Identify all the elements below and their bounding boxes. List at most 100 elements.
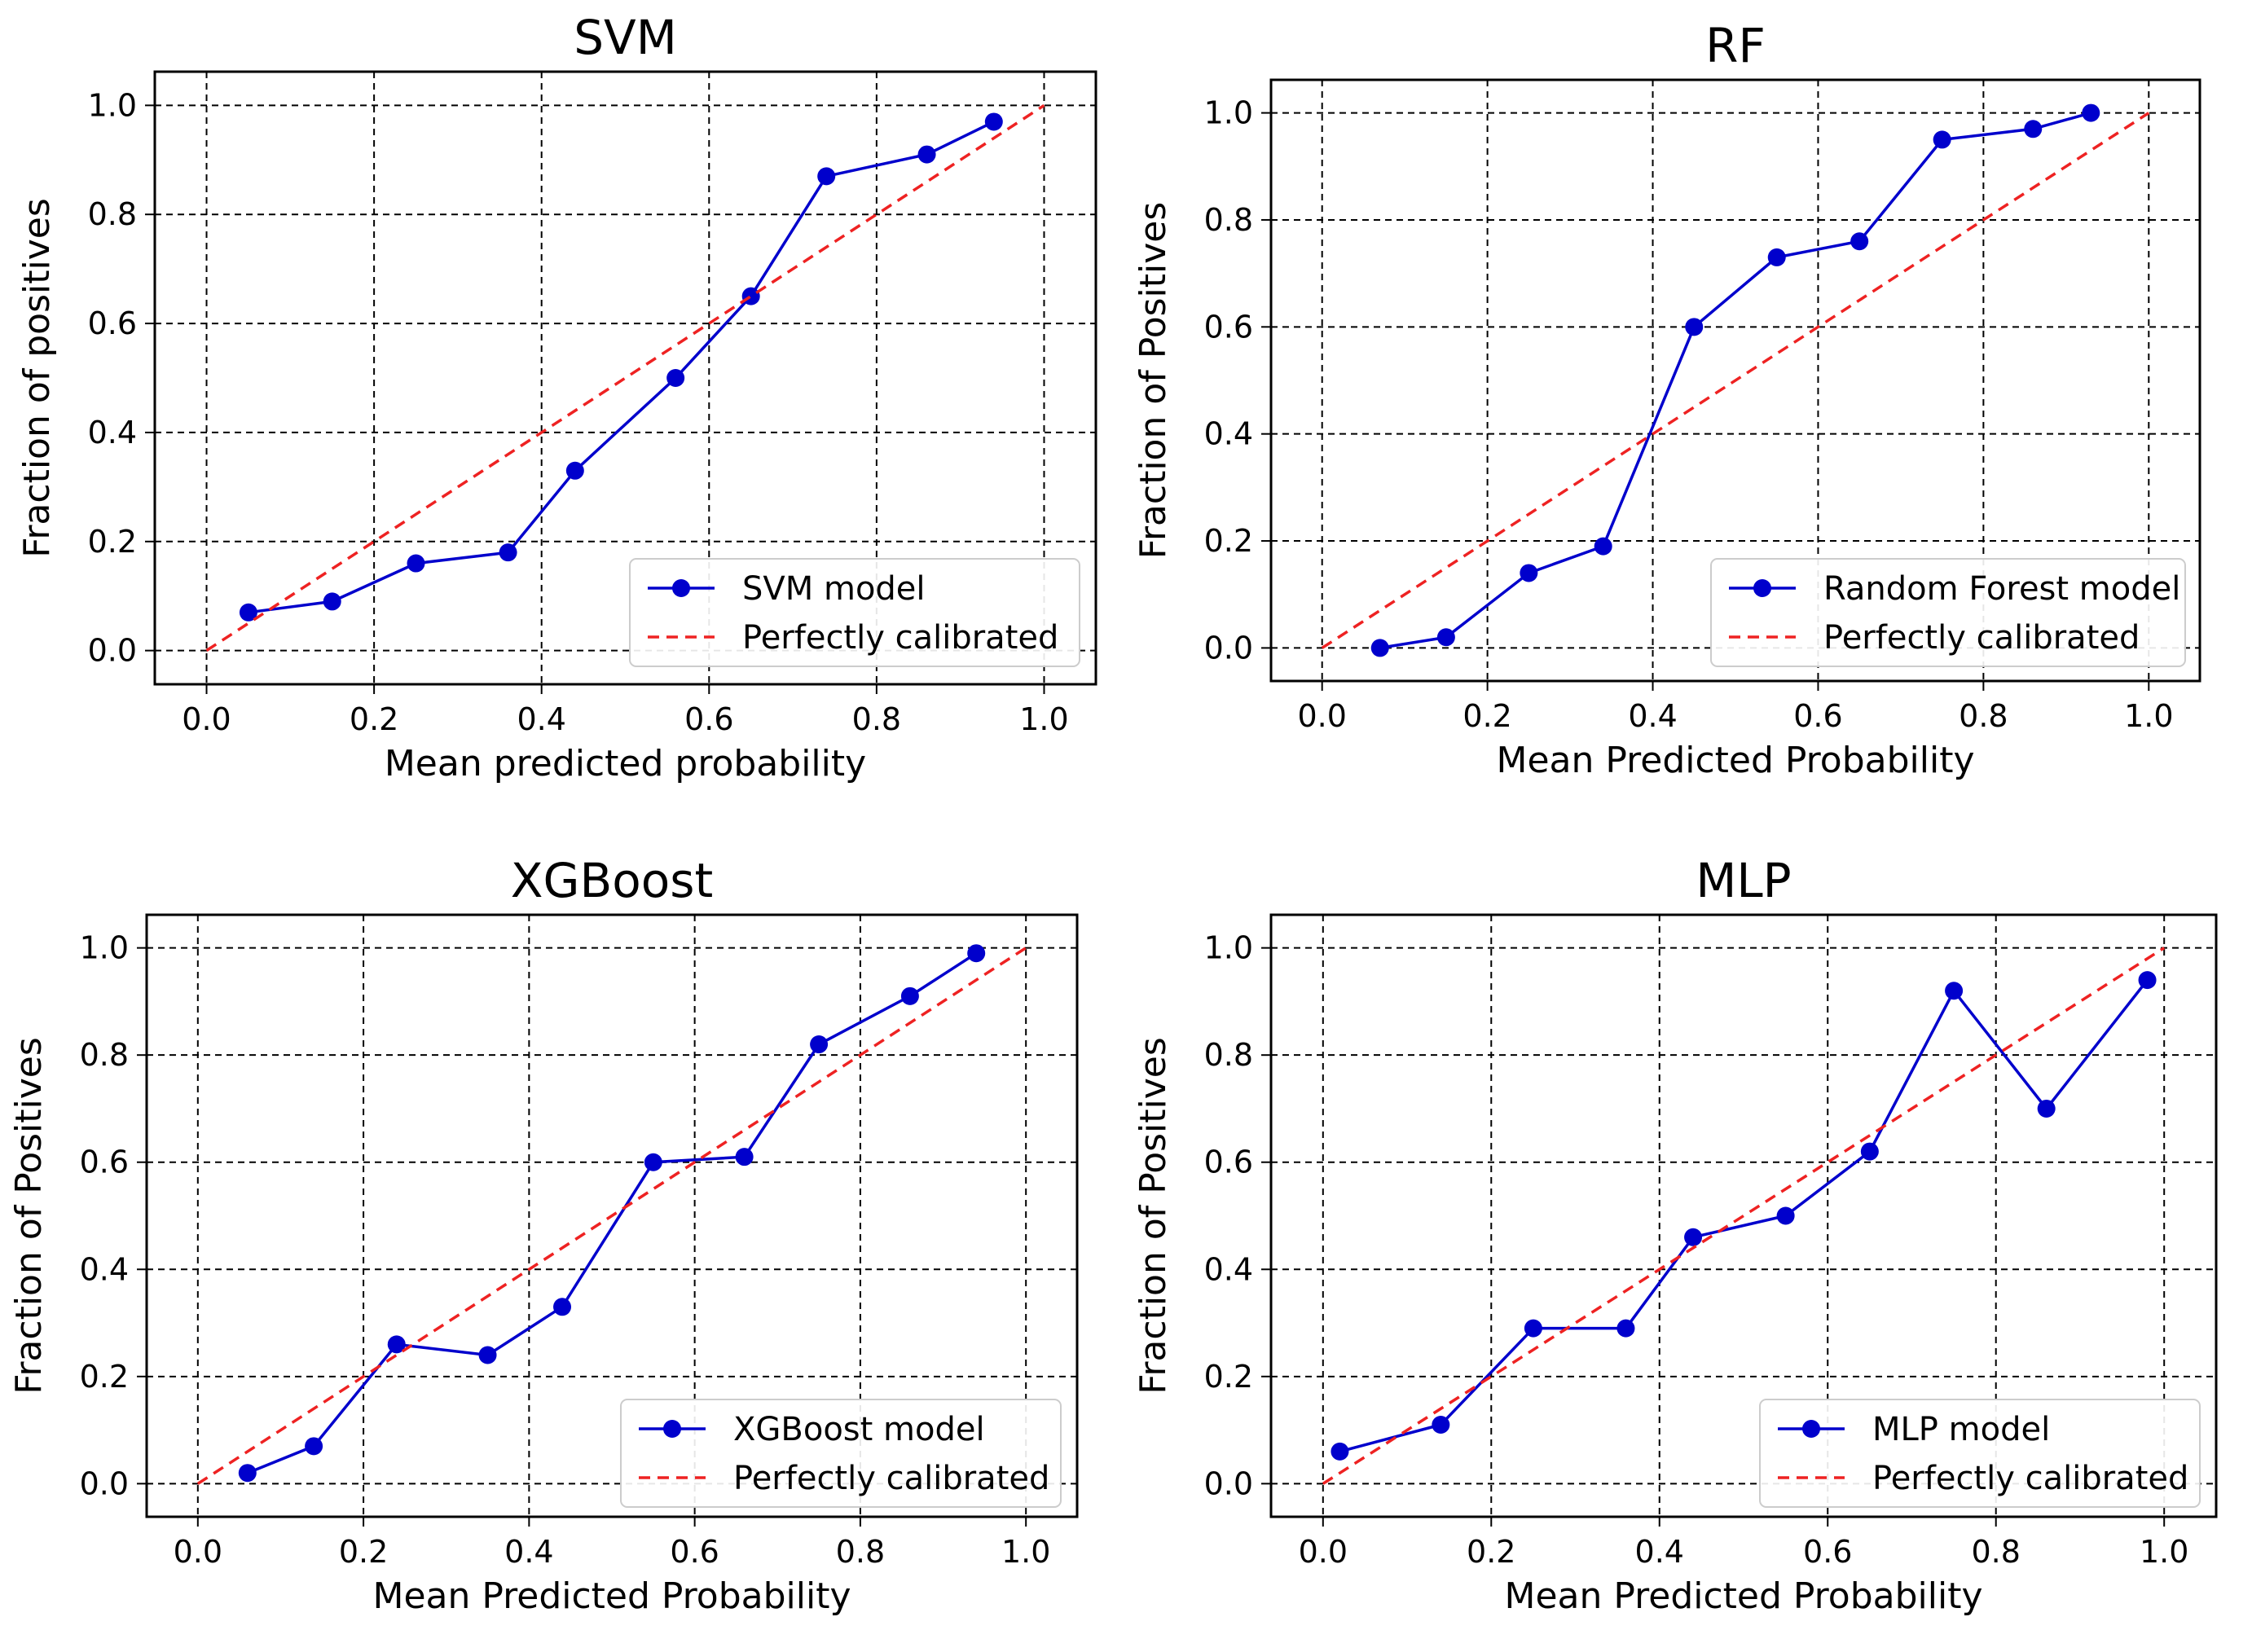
calibration-curve-line [1339, 979, 2149, 1453]
calibration-reference-line [205, 103, 1045, 652]
y-tick-label: 0.0 [1204, 630, 1253, 666]
y-tick-label: 0.6 [88, 305, 137, 341]
x-tick-label: 0.2 [1462, 698, 1511, 734]
x-tick-label: 0.6 [684, 701, 733, 737]
legend-box [1759, 1399, 2201, 1508]
data-point [984, 112, 1003, 131]
y-tick-label: 1.0 [1204, 95, 1253, 131]
y-axis-label: Fraction of Positives [1133, 1037, 1174, 1395]
x-tick-label: 0.6 [1803, 1534, 1852, 1570]
x-tick-label: 0.6 [1793, 698, 1842, 734]
legend-label: Perfectly calibrated [742, 619, 1058, 657]
series-xgboost-model [238, 944, 986, 1483]
y-tick-label: 0.2 [80, 1359, 129, 1395]
data-point [1432, 1416, 1450, 1435]
y-axis-label: Fraction of Positives [8, 1037, 50, 1395]
chart-title: MLP [1696, 853, 1791, 908]
x-tick-label: 0.0 [1299, 1534, 1348, 1570]
data-point [1684, 1228, 1703, 1246]
series-perfectly-calibrated [1322, 947, 2166, 1485]
y-tick-label: 1.0 [88, 87, 137, 123]
data-point [323, 592, 341, 611]
chart-title: RF [1705, 18, 1766, 73]
chart-title: XGBoost [511, 853, 713, 908]
legend-label: XGBoost model [733, 1411, 985, 1448]
legend: MLP model Perfectly calibrated [1759, 1399, 2201, 1508]
series-mlp-model [1331, 971, 2157, 1461]
series-svm-model [239, 112, 1003, 622]
data-point [407, 554, 425, 573]
x-tick-label: 0.4 [1628, 698, 1677, 734]
y-tick-label: 0.0 [88, 633, 137, 669]
y-tick-label: 0.8 [1204, 1037, 1253, 1073]
data-point [1933, 130, 1951, 149]
data-point [499, 543, 517, 562]
axes-frame [1269, 913, 2218, 1518]
series-perfectly-calibrated [205, 103, 1045, 652]
data-point [1616, 1319, 1635, 1338]
y-tick-label: 0.8 [1204, 202, 1253, 238]
x-tick-label: 0.4 [504, 1534, 553, 1570]
data-point [1370, 639, 1389, 657]
data-point [387, 1335, 406, 1354]
y-axis-label: Fraction of Positives [1133, 202, 1174, 560]
data-point [2138, 971, 2157, 990]
calibration-reference-line [196, 947, 1027, 1485]
data-point [735, 1148, 754, 1167]
y-tick-label: 0.4 [88, 415, 137, 450]
legend: XGBoost model Perfectly calibrated [620, 1399, 1062, 1508]
data-point [553, 1298, 572, 1316]
x-tick-label: 0.2 [339, 1534, 388, 1570]
data-point [917, 145, 936, 164]
data-point [967, 944, 986, 963]
chart-title: SVM [574, 10, 677, 65]
calibration-curve-line [248, 120, 995, 614]
data-point [741, 287, 760, 305]
legend-label: MLP model [1872, 1411, 2050, 1448]
data-point [1685, 318, 1704, 336]
x-tick-label: 0.8 [1959, 698, 2008, 734]
y-tick-label: 0.0 [80, 1465, 129, 1501]
legend-box [629, 558, 1080, 667]
data-point [1767, 248, 1786, 266]
x-tick-label: 0.2 [350, 701, 398, 737]
x-tick-label: 0.0 [174, 1534, 222, 1570]
x-axis-label: Mean predicted probability [385, 743, 866, 784]
y-tick-label: 0.2 [88, 524, 137, 560]
y-axis-label: Fraction of positives [16, 198, 58, 558]
y-tick-label: 0.4 [1204, 416, 1253, 452]
y-tick-label: 1.0 [80, 930, 129, 966]
data-point [239, 603, 257, 622]
x-tick-label: 1.0 [2124, 698, 2173, 734]
x-tick-label: 1.0 [1019, 701, 1068, 737]
x-axis-label: Mean Predicted Probability [1497, 740, 1975, 781]
y-tick-label: 0.2 [1204, 1359, 1253, 1395]
data-point [1850, 232, 1869, 251]
x-tick-label: 0.8 [1972, 1534, 2021, 1570]
series-perfectly-calibrated [1321, 112, 2150, 649]
y-tick-label: 0.2 [1204, 523, 1253, 559]
x-tick-label: 1.0 [1001, 1534, 1050, 1570]
data-point [817, 167, 836, 186]
legend: SVM model Perfectly calibrated [629, 558, 1080, 667]
data-point [2082, 103, 2100, 122]
data-point [810, 1035, 829, 1054]
y-tick-label: 1.0 [1204, 930, 1253, 966]
y-tick-label: 0.6 [80, 1145, 129, 1180]
x-tick-label: 0.2 [1467, 1534, 1515, 1570]
legend-box [620, 1399, 1062, 1508]
x-tick-label: 0.6 [670, 1534, 719, 1570]
x-tick-label: 0.4 [1635, 1534, 1684, 1570]
x-axis-label: Mean Predicted Probability [373, 1575, 851, 1617]
data-point [900, 986, 919, 1005]
x-tick-label: 0.0 [1297, 698, 1346, 734]
legend-label: Perfectly calibrated [1872, 1460, 2188, 1497]
data-point [2024, 120, 2043, 138]
y-tick-label: 0.0 [1204, 1465, 1253, 1501]
chart-panel-mlp: 0.0 0.2 0.4 0.6 0.8 1.0 0.0 0.2 0.4 0.6 0.8 1.0 MLP … [1133, 853, 2218, 1617]
x-tick-label: 1.0 [2140, 1534, 2188, 1570]
legend-swatch-marker [1802, 1420, 1820, 1438]
y-tick-label: 0.4 [1204, 1251, 1253, 1287]
y-tick-label: 0.6 [1204, 1145, 1253, 1180]
